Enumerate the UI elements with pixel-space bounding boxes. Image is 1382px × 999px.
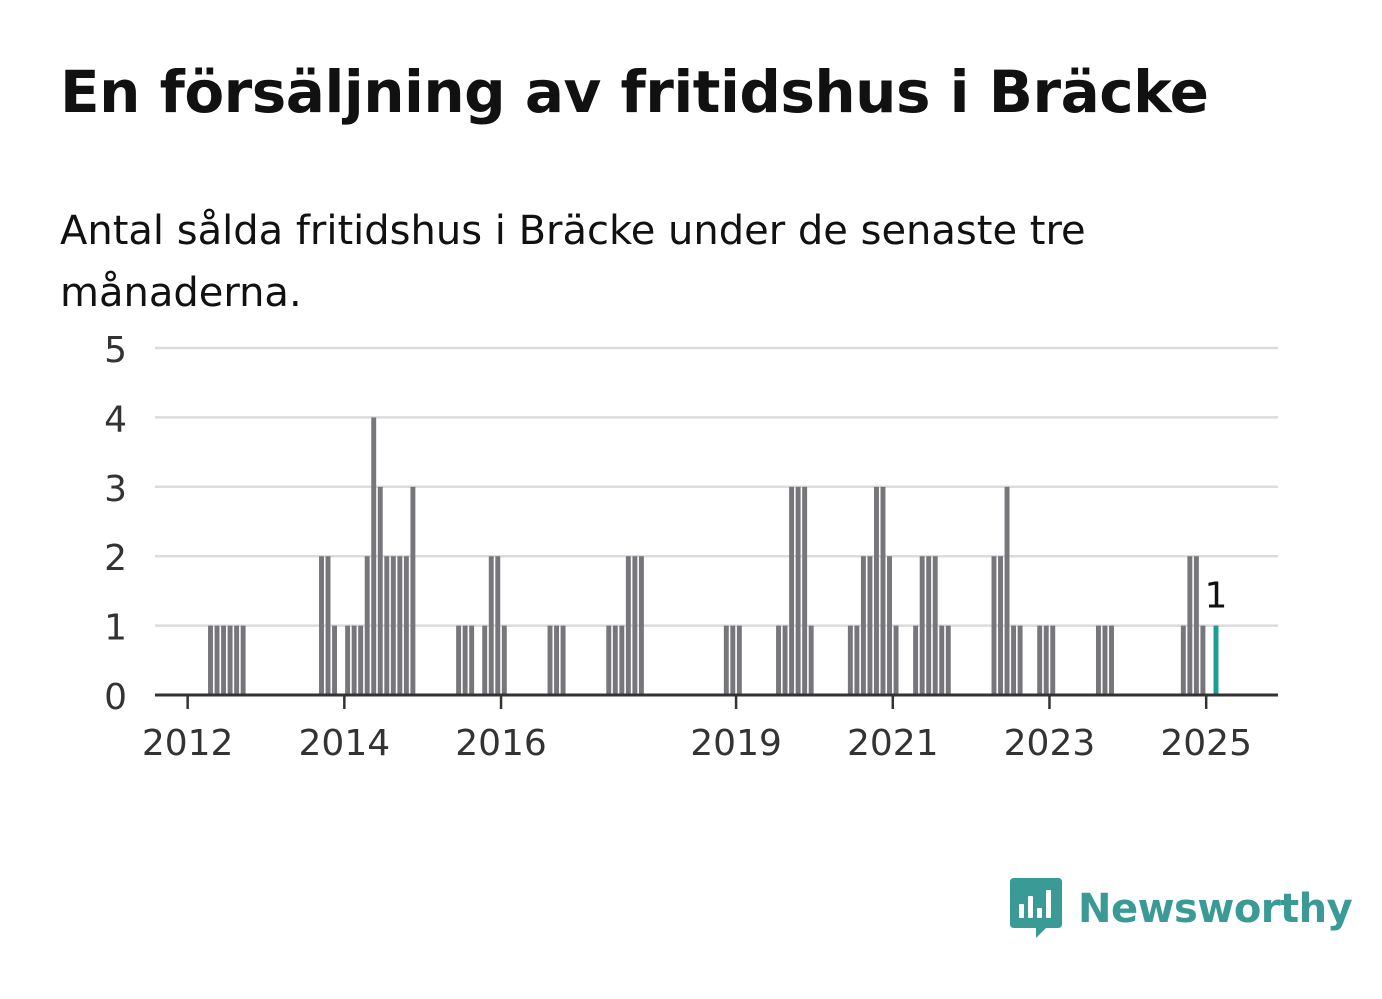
bar (893, 625, 899, 695)
x-tick-label: 2019 (690, 723, 782, 764)
y-tick-label: 3 (104, 469, 127, 510)
bar (998, 556, 1003, 695)
bar (364, 556, 370, 695)
bar (1011, 625, 1017, 695)
bar (867, 556, 873, 695)
bar (1200, 625, 1206, 695)
bar (919, 556, 925, 695)
bar (808, 625, 814, 695)
bar (462, 625, 468, 695)
bar (488, 556, 494, 695)
bar (913, 625, 919, 695)
bar (495, 556, 501, 695)
bar (358, 625, 364, 695)
bar (730, 625, 736, 695)
y-tick-label: 4 (104, 399, 127, 440)
bar (782, 625, 788, 695)
y-tick-label: 2 (104, 538, 127, 579)
bar (887, 556, 892, 695)
bar (227, 625, 233, 695)
bar (482, 625, 488, 695)
bar (795, 486, 801, 695)
bar (1043, 625, 1049, 695)
bar (1050, 625, 1056, 695)
bar (638, 556, 644, 695)
bar (939, 625, 945, 695)
bar (789, 486, 795, 695)
bar (208, 625, 213, 695)
bar (1187, 556, 1193, 695)
bar (240, 625, 246, 695)
bar (1193, 556, 1199, 695)
x-tick-label: 2014 (299, 723, 391, 764)
bar (854, 625, 860, 695)
bar (723, 625, 729, 695)
y-tick-label: 5 (104, 330, 127, 371)
bar (932, 556, 938, 695)
chart-title: En försäljning av fritidshus i Bräcke (60, 58, 1209, 126)
bar (606, 625, 612, 695)
x-tick-label: 2012 (142, 723, 234, 764)
bar (945, 625, 951, 695)
bar (371, 417, 377, 695)
bar (1180, 625, 1186, 695)
chart-subtitle: Antal sålda fritidshus i Bräcke under de… (60, 208, 1086, 316)
x-tick-label: 2021 (847, 723, 939, 764)
bar (625, 556, 631, 695)
highlight-bar (1213, 625, 1219, 695)
bar (221, 625, 227, 695)
bar (554, 625, 560, 695)
bar (560, 625, 566, 695)
bar (332, 625, 338, 695)
bar (1102, 625, 1108, 695)
bar (926, 556, 932, 695)
bar (390, 556, 396, 695)
bar (377, 486, 383, 695)
bar (319, 556, 324, 695)
brand-name: Newsworthy (1078, 886, 1353, 932)
bar (1095, 625, 1101, 695)
data-label: 1 (1205, 576, 1228, 617)
bar (632, 556, 638, 695)
bar (410, 486, 416, 695)
bar (1037, 625, 1043, 695)
bar (397, 556, 403, 695)
bar (991, 556, 997, 695)
newsworthy-logo-icon (1010, 878, 1062, 938)
x-tick-label: 2016 (455, 723, 547, 764)
bar (860, 556, 866, 695)
bar (456, 625, 462, 695)
bar (384, 556, 390, 695)
bar (873, 486, 879, 695)
brand-logo[interactable]: Newsworthy (1010, 874, 1353, 944)
bar (1004, 486, 1010, 695)
bar (345, 625, 351, 695)
bar (469, 625, 475, 695)
x-tick-label: 2025 (1160, 723, 1252, 764)
bar (619, 625, 625, 695)
y-tick-label: 0 (104, 677, 127, 718)
bar (403, 556, 409, 695)
bar (612, 625, 618, 695)
bar (1017, 625, 1023, 695)
bar (880, 486, 886, 695)
y-tick-label: 1 (104, 608, 127, 649)
bar (847, 625, 853, 695)
bar (1109, 625, 1114, 695)
bar (547, 625, 553, 695)
bar (234, 625, 240, 695)
bar (351, 625, 357, 695)
bar (776, 625, 781, 695)
bar (802, 486, 808, 695)
bar (325, 556, 331, 695)
x-tick-label: 2023 (1004, 723, 1096, 764)
bar (736, 625, 742, 695)
bar (501, 625, 507, 695)
bar-chart: 0 1 2 3 4 5 1 2012 2014 2016 2019 2021 2023 2025 (104, 330, 1278, 764)
bar (214, 625, 220, 695)
